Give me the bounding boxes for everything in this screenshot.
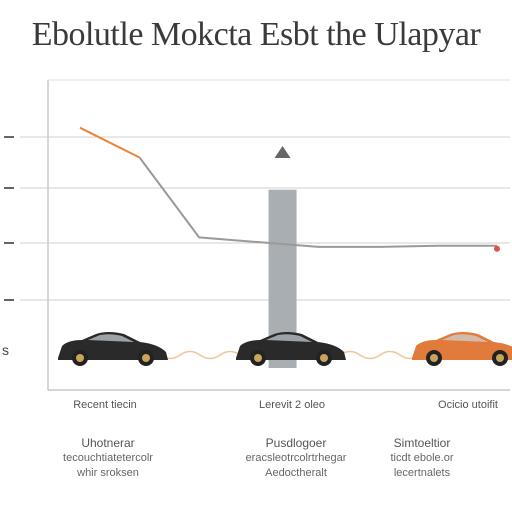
- chart-title: Ebolutle Mokcta Esbt the Ulapyar: [31, 16, 481, 53]
- car-hub-rear-1: [320, 354, 328, 362]
- car-icon-1: [236, 332, 346, 366]
- caption-heading: Simtoeltior: [393, 436, 451, 450]
- car-hub-front-0: [76, 354, 84, 362]
- grid-layer: [20, 136, 510, 301]
- bar-arrow-icon: [274, 146, 291, 158]
- car-hub-front-2: [430, 354, 438, 362]
- caption-line: ticdt ebole.or: [390, 452, 454, 464]
- caption-line: Aedoctheralt: [265, 467, 327, 479]
- caption-line: whir sroksen: [77, 467, 139, 479]
- caption-line: eracsleotrcolrtrhegar: [245, 452, 347, 464]
- caption-0: Uhotnerar tecouchtiatetercolr whir sroksen: [18, 436, 198, 481]
- car-icon-0: [58, 332, 168, 366]
- caption-2: Simtoeltior ticdt ebole.or lecertnalets: [332, 436, 512, 481]
- car-icon-2: [412, 332, 512, 366]
- caption-heading: Pusdlogoer: [265, 436, 327, 450]
- car-hub-rear-0: [142, 354, 150, 362]
- category-label-1: Lerevit 2 oleo: [258, 399, 326, 411]
- category-label-0: Recent tiecin: [73, 399, 137, 411]
- car-hub-front-1: [254, 354, 262, 362]
- series-segment-0: [79, 126, 141, 159]
- caption-line: tecouchtiatetercolr: [63, 452, 153, 464]
- caption-line: lecertnalets: [393, 467, 451, 479]
- car-hub-rear-2: [496, 354, 504, 362]
- axis-layer: [47, 79, 510, 391]
- car-window-1: [266, 334, 312, 342]
- series-end-marker: [494, 245, 500, 252]
- car-layer: [58, 332, 512, 366]
- car-window-0: [88, 334, 134, 342]
- series-line: [138, 156, 497, 248]
- caption-1: Pusdlogoer eracsleotrcolrtrhegar Aedocther…: [206, 436, 386, 481]
- category-label-2: Ocicio utoifit: [438, 399, 498, 411]
- car-window-2: [442, 334, 488, 342]
- caption-heading: Uhotnerar: [81, 436, 135, 450]
- series-layer: [79, 126, 500, 252]
- y-tick-label-4: s: [2, 342, 9, 358]
- y-tick-labels: s: [2, 136, 14, 358]
